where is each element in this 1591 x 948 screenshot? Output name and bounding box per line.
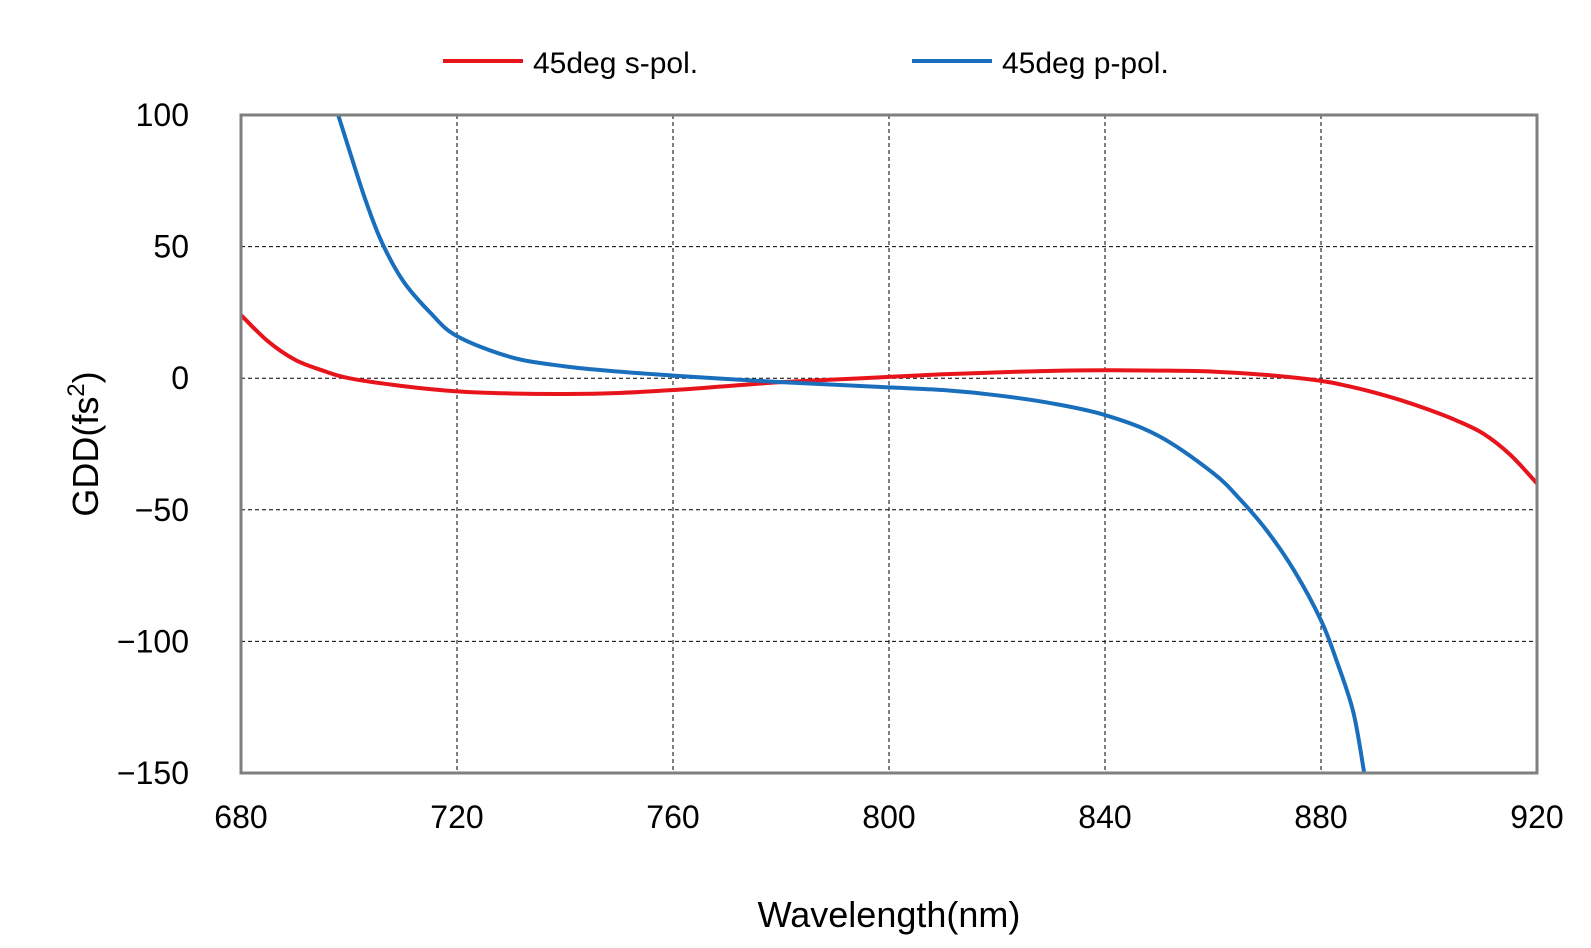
x-tick-label: 680 [214,799,267,835]
x-tick-label: 800 [862,799,915,835]
y-tick-label: 100 [136,97,189,133]
legend-item-p-pol: 45deg p-pol. [912,47,1169,80]
x-tick-label: 840 [1078,799,1131,835]
y-tick-label: −150 [117,755,189,791]
legend-item-s-pol: 45deg s-pol. [443,47,698,80]
series-line-s-pol [241,313,1537,485]
y-axis-title: GDD(fs2) [63,371,106,516]
x-tick-label: 920 [1510,799,1563,835]
y-tick-label: −100 [117,623,189,659]
series-layer [241,115,1537,773]
x-tick-label: 720 [430,799,483,835]
plot-frame [239,113,1539,775]
series-line-p-pol [336,115,1367,773]
legend-label-p-pol: 45deg p-pol. [1002,47,1169,80]
y-axis-ticks: 100 50 0 −50 −100 −150 [117,97,189,791]
y-tick-label: 50 [153,229,189,265]
legend-label-s-pol: 45deg s-pol. [533,47,698,80]
legend: 45deg s-pol. 45deg p-pol. [443,47,1169,80]
x-tick-label: 880 [1294,799,1347,835]
y-tick-label: −50 [135,492,189,528]
x-tick-label: 760 [646,799,699,835]
y-axis-title-close: ) [65,371,106,383]
y-tick-label: 0 [171,360,189,396]
x-axis-title: Wavelength(nm) [758,894,1021,935]
y-axis-title-superscript: 2 [63,383,90,396]
y-axis-title-main: GDD(fs [65,397,106,517]
x-axis-ticks: 680 720 760 800 840 880 920 [214,799,1563,835]
